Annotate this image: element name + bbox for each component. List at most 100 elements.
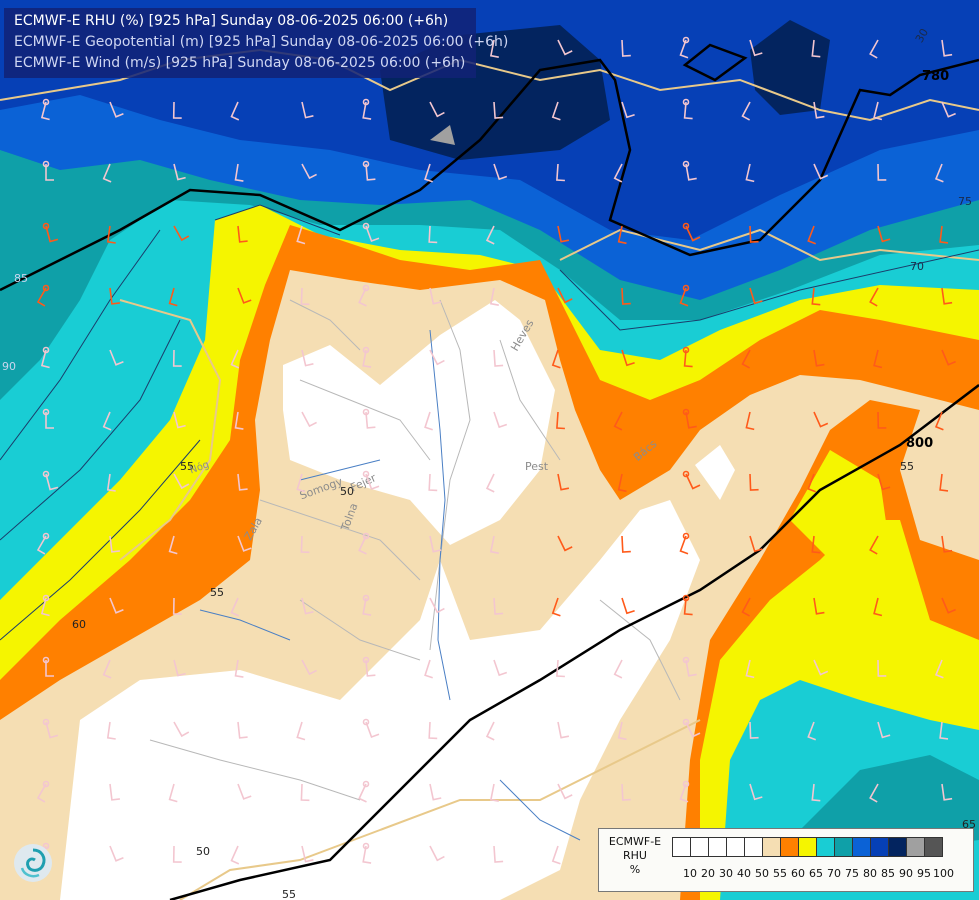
legend-ticks: 10 20 30 40 50 55 60 65 70 75 80 85 90 95 100 — [681, 867, 954, 880]
rhu-zone-95-gray — [430, 125, 455, 145]
wind-calm-circle — [362, 532, 370, 540]
wind-barb — [36, 783, 47, 803]
wind-barb — [813, 163, 829, 180]
wind-barb — [685, 411, 697, 429]
wind-calm-circle — [362, 470, 370, 478]
place-label-pest: Pest — [525, 460, 549, 473]
wind-barb — [551, 101, 561, 121]
wind-barb — [941, 535, 953, 553]
wind-barb — [237, 225, 248, 243]
wind-barb — [685, 721, 701, 738]
wind-barb — [301, 349, 314, 367]
wind-calm-circle — [42, 222, 50, 230]
wind-barb — [429, 101, 445, 118]
wind-calm-circle — [682, 780, 690, 788]
wind-barb — [617, 225, 627, 245]
wind-barb — [109, 597, 124, 614]
wind-barb — [745, 411, 755, 431]
wind-barb — [173, 659, 186, 677]
wind-calm-circle — [42, 284, 50, 292]
wind-calm-circle — [682, 98, 690, 106]
region-borders — [149, 299, 681, 801]
legend-swatch — [726, 837, 745, 857]
wind-barb — [300, 535, 310, 554]
wind-barb — [109, 845, 124, 862]
wind-barb — [172, 349, 182, 367]
wind-barb — [493, 411, 508, 429]
contour-label-800: 800 — [906, 436, 933, 451]
rhu-zone-50-center — [283, 300, 555, 545]
wind-barb — [557, 225, 570, 243]
legend-tick-label: 10 — [683, 867, 697, 880]
wind-barb — [429, 845, 445, 862]
wind-barb — [424, 163, 433, 183]
wind-calm-circle — [362, 222, 370, 230]
legend-tick-label: 90 — [899, 867, 913, 880]
wind-barb — [358, 287, 367, 307]
wind-barb — [749, 535, 763, 553]
wind-calm-circle — [362, 284, 370, 292]
wind-barb — [749, 287, 763, 305]
wind-barb — [749, 39, 763, 57]
wind-barb — [296, 473, 306, 493]
wind-barb — [941, 287, 953, 305]
legend-swatch — [852, 837, 871, 857]
river-lines — [199, 329, 581, 841]
logo-icon — [14, 844, 52, 882]
wind-calm-circle — [42, 470, 50, 478]
legend-variable: RHU — [623, 849, 647, 862]
wind-barb — [556, 411, 565, 430]
wind-barb — [551, 845, 561, 865]
wind-barb — [365, 411, 376, 429]
wind-barb — [621, 597, 635, 615]
wind-barb — [934, 659, 944, 679]
legend-title: ECMWF-E RHU % — [599, 835, 671, 877]
contour-label-60: 60 — [72, 618, 86, 631]
wind-barb — [869, 783, 879, 803]
wind-barb — [358, 535, 367, 555]
wind-barb — [613, 163, 623, 183]
wind-barb — [429, 287, 442, 305]
wind-barb — [424, 411, 433, 431]
wind-calm-circle — [362, 346, 370, 354]
wind-barb — [109, 783, 120, 801]
wind-barb — [109, 349, 124, 366]
wind-barb — [934, 163, 944, 183]
wind-barb — [621, 287, 631, 305]
wind-barb — [813, 101, 825, 119]
legend-swatch — [906, 837, 925, 857]
wind-barb — [40, 349, 50, 369]
legend-swatch — [762, 837, 781, 857]
wind-barb — [811, 783, 821, 802]
wind-barb — [36, 287, 47, 307]
wind-barb — [102, 659, 112, 679]
wind-calm-circle — [42, 842, 50, 850]
wind-barb — [173, 225, 190, 242]
contour-label-90: 90 — [2, 360, 16, 373]
legend-swatch — [924, 837, 943, 857]
wind-calm-circle — [682, 222, 690, 230]
wind-barb — [493, 845, 504, 863]
wind-barb — [489, 39, 499, 58]
legend-tick-label: 50 — [755, 867, 769, 880]
wind-barb — [230, 597, 240, 617]
rhu-zone-75-east — [800, 755, 979, 850]
wind-barb — [749, 473, 759, 491]
wind-barb — [300, 287, 310, 306]
wind-barb — [173, 163, 186, 181]
wind-calm-circle — [362, 780, 370, 788]
wind-barb — [301, 597, 314, 615]
wind-barb — [745, 163, 755, 183]
wind-calm-circle — [682, 284, 690, 292]
legend-tick-label: 85 — [881, 867, 895, 880]
wind-barb — [877, 473, 891, 491]
wind-barb — [172, 845, 182, 863]
wind-barb — [234, 411, 244, 430]
wind-barb — [237, 473, 248, 491]
wind-barb — [493, 597, 504, 615]
legend-swatch — [798, 837, 817, 857]
wind-barb — [813, 597, 825, 615]
wind-barb — [877, 163, 887, 181]
wind-barb — [873, 597, 883, 617]
